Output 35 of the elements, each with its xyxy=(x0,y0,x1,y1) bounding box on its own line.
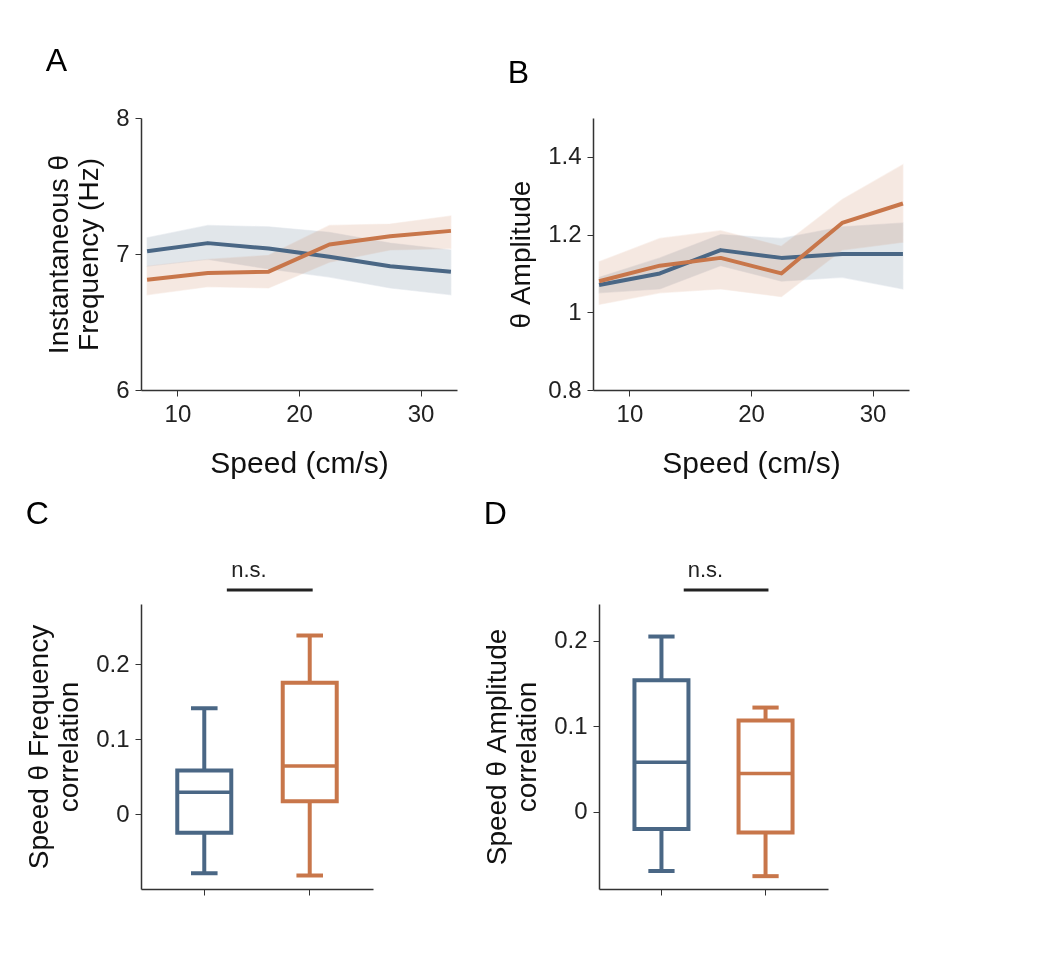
y-tick-label: 0.2 xyxy=(554,626,588,654)
x-tick-label: 30 xyxy=(407,399,435,427)
chart-title: C xyxy=(25,495,49,531)
chart-title: A xyxy=(45,42,68,78)
y-tick-label: 0.1 xyxy=(554,711,588,739)
y-tick-label: 0 xyxy=(574,797,588,825)
chart-title: B xyxy=(507,54,529,90)
y-tick-label: 1 xyxy=(568,297,582,325)
x-tick-label: 10 xyxy=(164,399,192,427)
line-series xyxy=(597,248,905,288)
y-axis-title: θ Amplitude xyxy=(505,180,537,329)
x-tick-label: 10 xyxy=(616,399,644,427)
x-tick-label: 20 xyxy=(738,399,765,427)
y-tick-label: 8 xyxy=(116,103,130,131)
y-tick-label: 0 xyxy=(116,799,130,827)
x-axis-title: Speed (cm/s) xyxy=(210,445,389,479)
y-tick-label: 0.8 xyxy=(548,375,582,403)
y-tick-label: 1.2 xyxy=(548,220,582,248)
line-series xyxy=(145,241,453,274)
text: n.s. xyxy=(687,557,724,582)
y-tick-label: 1.4 xyxy=(548,142,582,170)
line-series xyxy=(145,228,453,282)
y-axis-title: Speed θ Frequency correlation xyxy=(23,624,85,870)
chart-title: D xyxy=(483,495,507,531)
x-axis-title: Speed (cm/s) xyxy=(662,445,841,479)
y-axis-title: Speed θ Amplitude correlation xyxy=(481,628,543,866)
line-series xyxy=(597,201,905,284)
y-tick-label: 0.1 xyxy=(96,724,130,752)
x-tick-label: 30 xyxy=(859,399,887,427)
y-tick-label: 7 xyxy=(116,239,130,267)
y-axis-title: Instantaneous θ Frequency (Hz) xyxy=(43,154,105,355)
x-tick-label: 20 xyxy=(286,399,313,427)
y-tick-label: 6 xyxy=(116,375,130,403)
y-tick-label: 0.2 xyxy=(96,649,130,677)
text: n.s. xyxy=(231,557,267,582)
